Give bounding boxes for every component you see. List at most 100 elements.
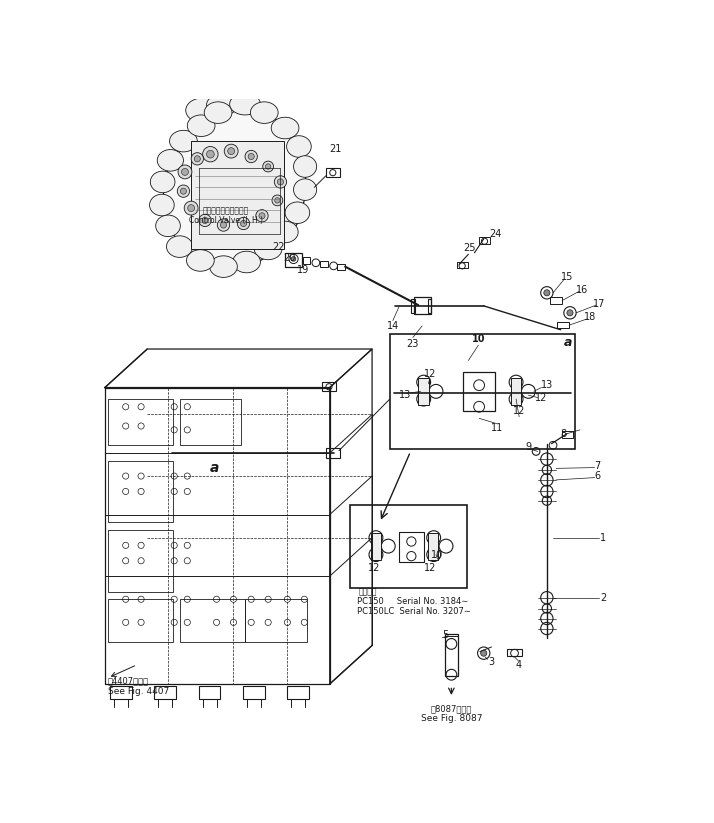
Bar	[110, 686, 132, 700]
Text: 23: 23	[407, 338, 419, 349]
Bar	[418, 378, 429, 405]
Circle shape	[259, 212, 265, 219]
Bar	[326, 168, 340, 177]
Bar	[326, 448, 340, 458]
Bar	[511, 378, 521, 405]
Circle shape	[237, 217, 250, 230]
Bar	[446, 634, 458, 677]
Bar	[245, 599, 306, 642]
Circle shape	[241, 221, 246, 226]
Text: 11: 11	[491, 423, 503, 434]
Circle shape	[263, 161, 273, 172]
Ellipse shape	[149, 194, 174, 216]
Text: 13: 13	[399, 390, 411, 400]
Text: See Fig. 4407: See Fig. 4407	[108, 687, 169, 696]
Bar	[557, 322, 569, 328]
Bar	[180, 399, 241, 445]
Bar	[303, 258, 311, 263]
Text: 9: 9	[526, 442, 531, 452]
Circle shape	[567, 309, 573, 316]
Bar	[108, 461, 174, 523]
Text: 25: 25	[463, 243, 476, 253]
Text: 15: 15	[560, 272, 573, 282]
Text: PC150LC  Serial No. 3207∼: PC150LC Serial No. 3207∼	[358, 607, 471, 616]
Ellipse shape	[151, 171, 175, 193]
Bar	[411, 299, 416, 313]
Ellipse shape	[293, 156, 316, 177]
Bar	[154, 686, 176, 700]
Text: 18: 18	[584, 313, 596, 323]
Ellipse shape	[285, 202, 310, 224]
Text: 16: 16	[576, 285, 588, 295]
Text: 12: 12	[513, 406, 526, 416]
Text: 19: 19	[296, 265, 309, 275]
Circle shape	[177, 185, 190, 198]
Bar	[371, 533, 381, 560]
Ellipse shape	[156, 215, 181, 236]
Text: See Fig. 8087: See Fig. 8087	[421, 714, 482, 723]
Circle shape	[191, 152, 203, 165]
Circle shape	[274, 176, 286, 188]
Circle shape	[256, 210, 268, 222]
Ellipse shape	[293, 179, 316, 200]
Text: PC150     Serial No. 3184∼: PC150 Serial No. 3184∼	[358, 597, 468, 606]
Text: 2: 2	[600, 593, 606, 602]
Text: Control Valve (L.H.): Control Valve (L.H.)	[188, 216, 263, 225]
Circle shape	[194, 156, 201, 162]
Bar	[338, 263, 345, 270]
Text: 8: 8	[560, 429, 567, 439]
Circle shape	[248, 153, 254, 160]
Circle shape	[188, 205, 195, 212]
Circle shape	[224, 144, 238, 158]
Bar	[463, 372, 496, 411]
Bar	[108, 530, 174, 592]
Ellipse shape	[254, 238, 282, 260]
Bar	[414, 297, 431, 314]
Text: 5: 5	[442, 630, 448, 639]
Circle shape	[184, 201, 198, 215]
Text: 1: 1	[600, 532, 606, 542]
Circle shape	[291, 257, 296, 261]
Bar	[191, 141, 283, 249]
Bar	[198, 686, 221, 700]
Ellipse shape	[271, 117, 299, 139]
Text: 3: 3	[488, 658, 495, 667]
Circle shape	[206, 151, 214, 158]
Circle shape	[544, 290, 550, 296]
Text: 第4407図参照: 第4407図参照	[108, 677, 149, 686]
Text: 10: 10	[431, 550, 443, 560]
Ellipse shape	[210, 256, 237, 277]
Bar	[108, 399, 174, 445]
Circle shape	[277, 179, 283, 185]
Bar	[563, 431, 573, 438]
Bar	[390, 333, 575, 449]
Ellipse shape	[251, 102, 278, 123]
Text: 13: 13	[540, 380, 553, 390]
Bar	[243, 686, 265, 700]
Ellipse shape	[233, 251, 261, 272]
Bar	[287, 686, 309, 700]
Ellipse shape	[186, 249, 214, 272]
Text: 12: 12	[368, 564, 381, 574]
Bar	[550, 297, 563, 304]
Text: 第8087図参照: 第8087図参照	[431, 704, 472, 713]
Ellipse shape	[186, 98, 220, 123]
Circle shape	[228, 147, 235, 155]
Ellipse shape	[230, 93, 261, 115]
Circle shape	[266, 164, 271, 170]
Bar	[180, 599, 245, 642]
Circle shape	[202, 217, 208, 224]
Circle shape	[203, 146, 218, 162]
Bar	[428, 533, 438, 560]
Text: 10: 10	[471, 334, 485, 344]
Bar	[479, 237, 490, 244]
Circle shape	[178, 165, 192, 179]
Text: 24: 24	[489, 229, 501, 239]
Ellipse shape	[157, 150, 183, 171]
Ellipse shape	[286, 136, 311, 157]
Circle shape	[217, 219, 230, 231]
Circle shape	[221, 222, 226, 228]
Bar	[428, 299, 431, 313]
Text: 12: 12	[536, 393, 548, 402]
Circle shape	[272, 195, 283, 206]
